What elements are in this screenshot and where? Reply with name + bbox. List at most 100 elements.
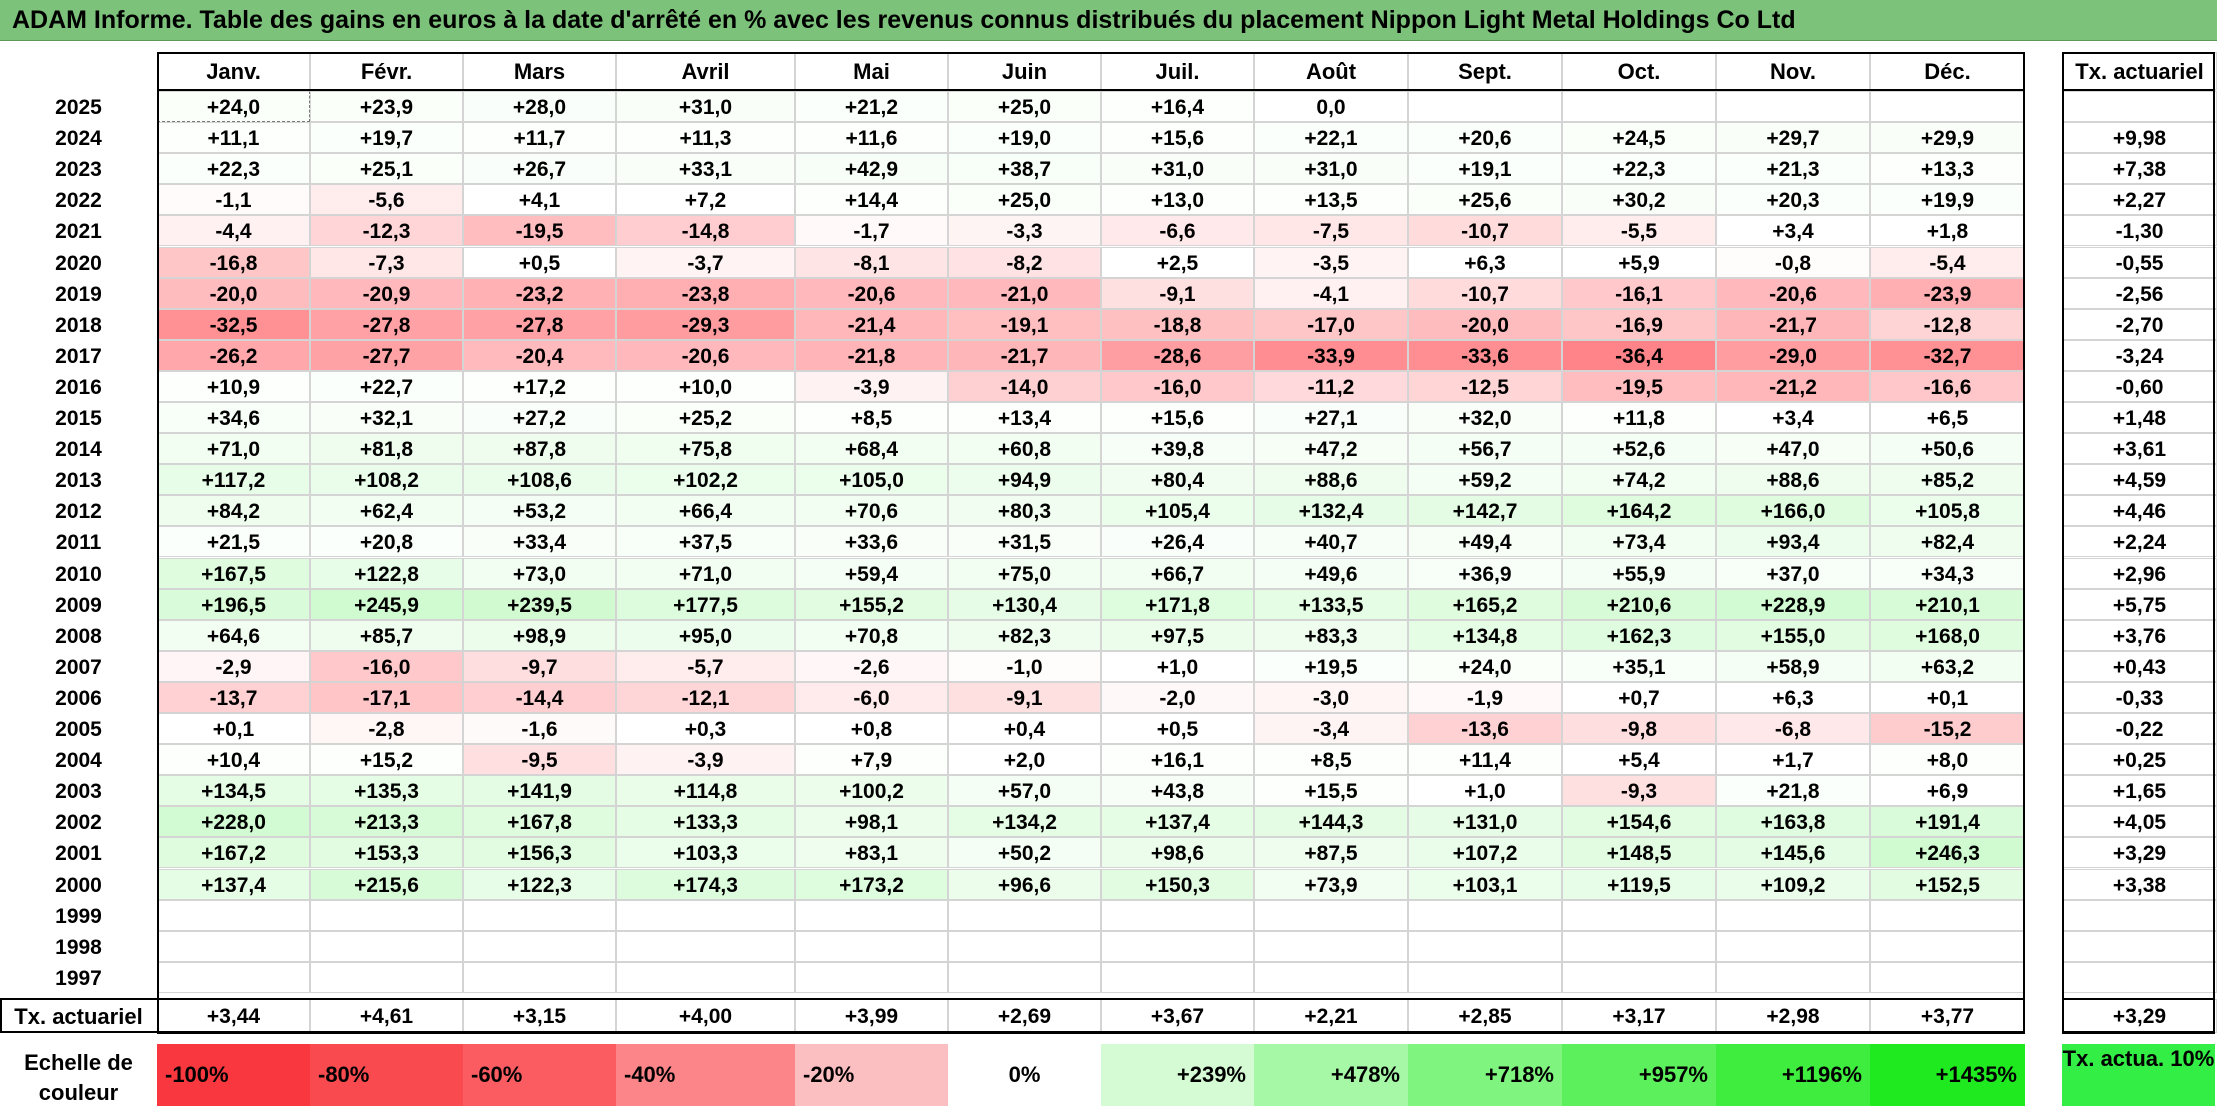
table-cell [948,899,1101,931]
rate-cell [2062,899,2217,931]
table-cell: +70,8 [795,619,948,651]
table-cell: -7,3 [310,246,463,278]
table-cell: +73,0 [463,557,616,589]
table-cell: -8,1 [795,246,948,278]
rate-cell: +1,48 [2062,402,2217,434]
rate-column-header: Tx. actuariel [2062,52,2217,90]
table-cell [1408,961,1562,993]
table-cell [948,961,1101,993]
rate-cell: +5,75 [2062,588,2217,620]
table-cell: +38,7 [948,153,1101,185]
table-cell: +25,1 [310,153,463,185]
table-cell: +15,6 [1101,122,1254,154]
table-cell: +49,4 [1408,526,1562,558]
table-cell: +166,0 [1716,495,1870,527]
table-cell: +0,4 [948,713,1101,745]
table-cell: -3,4 [1254,713,1408,745]
row-year-label: 2012 [0,495,157,527]
table-cell: -21,7 [948,339,1101,371]
column-header: Sept. [1408,52,1562,90]
table-cell: +43,8 [1101,775,1254,807]
table-cell: +13,4 [948,402,1101,434]
table-cell: +42,9 [795,153,948,185]
rate-cell: -2,56 [2062,277,2217,309]
rate-cell: +3,29 [2062,837,2217,869]
table-cell: +8,5 [795,402,948,434]
table-cell: +21,5 [157,526,310,558]
table-cell: +93,4 [1716,526,1870,558]
table-cell: -1,7 [795,215,948,247]
table-cell: -6,0 [795,681,948,713]
table-cell: +105,0 [795,464,948,496]
row-year-label: 1999 [0,899,157,931]
table-cell [1408,899,1562,931]
table-cell: +155,2 [795,588,948,620]
table-cell: +10,4 [157,744,310,776]
row-year-label: 2006 [0,681,157,713]
table-cell: +155,0 [1716,619,1870,651]
table-cell [948,930,1101,962]
table-cell: +37,0 [1716,557,1870,589]
table-cell: +100,2 [795,775,948,807]
table-cell: +71,0 [616,557,795,589]
table-cell: +105,8 [1870,495,2025,527]
table-cell: -3,7 [616,246,795,278]
table-cell: +167,8 [463,806,616,838]
table-cell [616,930,795,962]
table-cell: +7,2 [616,184,795,216]
table-cell: -33,9 [1254,339,1408,371]
table-cell [1562,91,1716,123]
table-cell: +31,5 [948,526,1101,558]
table-cell: +168,0 [1870,619,2025,651]
table-cell: -12,5 [1408,370,1562,402]
table-cell: +35,1 [1562,650,1716,682]
row-year-label: 2008 [0,619,157,651]
table-cell: +5,9 [1562,246,1716,278]
table-cell: +2,0 [948,744,1101,776]
row-year-label: 2002 [0,806,157,838]
rate-cell: +3,38 [2062,868,2217,900]
table-cell: +95,0 [616,619,795,651]
row-year-label: 2000 [0,868,157,900]
rate-cell [2062,930,2217,962]
table-cell: +154,6 [1562,806,1716,838]
table-cell: +96,6 [948,868,1101,900]
table-cell: +81,8 [310,433,463,465]
table-cell: -17,1 [310,681,463,713]
table-cell: +10,9 [157,370,310,402]
column-header: Janv. [157,52,310,90]
table-cell: -3,9 [795,370,948,402]
table-cell: +109,2 [1716,868,1870,900]
table-cell [1870,961,2025,993]
table-cell [1716,899,1870,931]
rate-cell [2062,961,2217,993]
table-cell [1101,961,1254,993]
table-cell: +32,1 [310,402,463,434]
table-cell: +64,6 [157,619,310,651]
table-cell: +74,2 [1562,464,1716,496]
table-cell: +87,5 [1254,837,1408,869]
table-cell: +164,2 [1562,495,1716,527]
row-year-label: 2018 [0,308,157,340]
table-cell: +31,0 [1254,153,1408,185]
row-year-label: 2019 [0,277,157,309]
table-cell: -1,0 [948,650,1101,682]
table-cell [1408,930,1562,962]
table-cell: +14,4 [795,184,948,216]
table-cell: +102,2 [616,464,795,496]
row-year-label: 2016 [0,370,157,402]
table-cell: +27,1 [1254,402,1408,434]
table-cell [310,930,463,962]
table-cell: +137,4 [1101,806,1254,838]
table-cell: -0,8 [1716,246,1870,278]
rate-cell: -0,60 [2062,370,2217,402]
rate-cell: -0,55 [2062,246,2217,278]
table-cell: +22,1 [1254,122,1408,154]
table-cell: -27,7 [310,339,463,371]
table-cell: +56,7 [1408,433,1562,465]
table-cell [1254,930,1408,962]
footer-cell: +4,00 [616,998,795,1033]
table-cell: -19,1 [948,308,1101,340]
table-cell: -23,8 [616,277,795,309]
table-cell: -1,1 [157,184,310,216]
